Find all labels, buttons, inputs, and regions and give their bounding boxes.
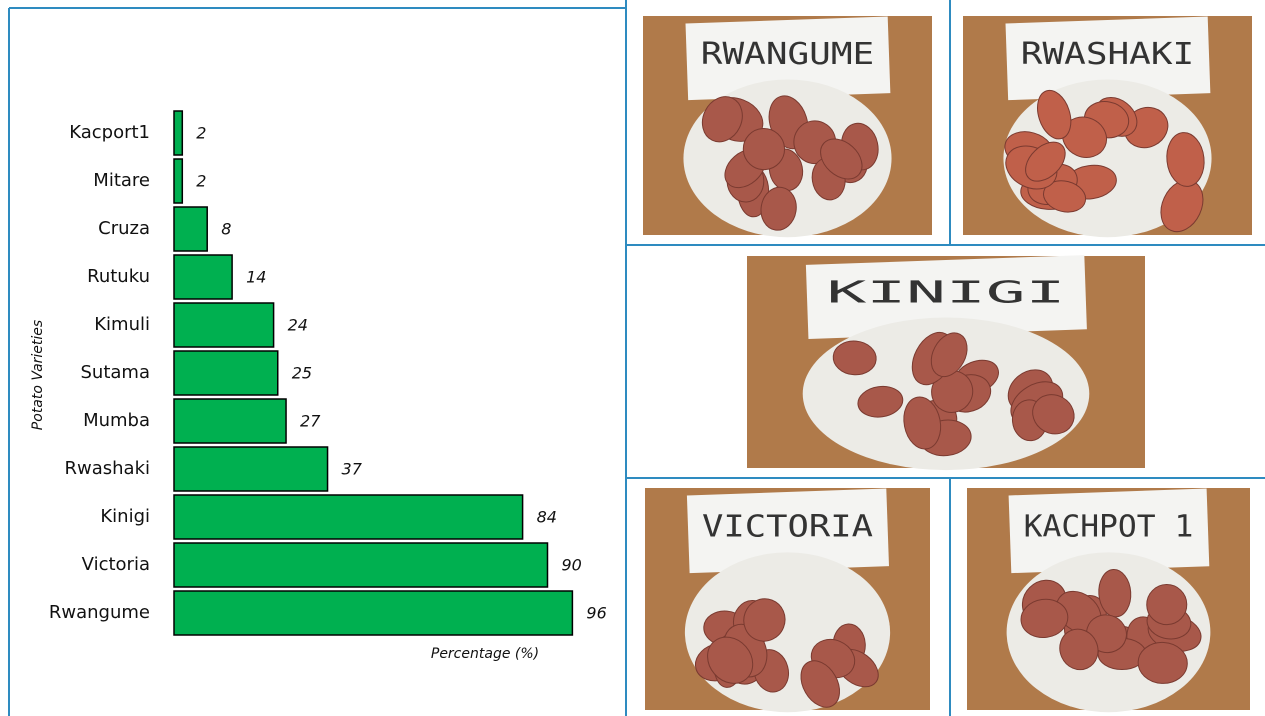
value-label: 2 — [196, 172, 206, 191]
potato — [760, 186, 797, 231]
value-label: 27 — [300, 412, 321, 431]
potato — [930, 332, 968, 378]
photo: VICTORIA — [645, 488, 930, 713]
bar — [173, 206, 208, 252]
potato — [1166, 132, 1205, 187]
photo: KACHPOT 1 — [967, 488, 1250, 713]
photo-label: KINIGI — [827, 276, 1066, 311]
potato — [1043, 180, 1087, 213]
category-label: Mumba — [83, 410, 150, 431]
label-card — [1008, 488, 1210, 574]
bar — [173, 158, 184, 204]
category-label: Rwangume — [49, 602, 150, 623]
value-label: 14 — [246, 268, 266, 287]
potato — [701, 96, 743, 143]
value-label: 2 — [196, 124, 206, 143]
category-label: Kimuli — [94, 314, 150, 335]
potato — [742, 127, 786, 171]
value-label: 90 — [562, 556, 582, 575]
label-card — [685, 16, 891, 101]
value-label: 25 — [292, 364, 312, 383]
label-card — [805, 255, 1087, 340]
bar — [173, 302, 275, 348]
potato — [743, 598, 786, 642]
bar — [173, 590, 574, 636]
potato — [1037, 89, 1072, 140]
category-label: Sutama — [81, 362, 151, 383]
potato — [1137, 641, 1188, 684]
potato — [1020, 598, 1069, 639]
potato — [1025, 141, 1066, 182]
potato — [857, 385, 904, 418]
label-card — [686, 488, 889, 574]
category-label: Rwashaki — [65, 458, 151, 479]
potato — [1059, 628, 1099, 671]
category-label: Kacport1 — [69, 122, 150, 143]
category-label: Victoria — [82, 554, 150, 575]
potato — [1098, 568, 1132, 618]
photo: KINIGI — [747, 255, 1145, 471]
y-axis-label: Potato Varieties — [30, 320, 46, 430]
bar — [173, 446, 329, 492]
photo: RWASHAKI — [963, 16, 1252, 238]
potato — [1032, 394, 1075, 435]
category-label: Rutuku — [87, 266, 150, 287]
category-label: Kinigi — [100, 506, 150, 527]
value-label: 84 — [537, 508, 557, 527]
value-label: 96 — [586, 604, 606, 623]
label-card — [1005, 16, 1211, 101]
potato — [820, 138, 863, 180]
bar — [173, 494, 524, 540]
category-label: Mitare — [93, 170, 150, 191]
potato — [903, 396, 942, 450]
value-label: 8 — [221, 220, 231, 239]
potato — [707, 636, 754, 684]
bar — [173, 398, 287, 444]
value-label: 24 — [288, 316, 308, 335]
bar — [173, 110, 184, 156]
potato — [832, 340, 877, 376]
value-label: 37 — [342, 460, 363, 479]
photo: RWANGUME — [643, 16, 932, 238]
photo-label: RWANGUME — [701, 37, 874, 72]
photo-label: KACHPOT 1 — [1024, 509, 1194, 544]
bar — [173, 254, 233, 300]
potato — [1146, 584, 1188, 626]
x-axis-label: Percentage (%) — [431, 646, 539, 662]
potato — [800, 660, 841, 708]
bar — [173, 350, 279, 396]
photo-label: RWASHAKI — [1021, 37, 1194, 72]
photo-label: VICTORIA — [702, 509, 873, 544]
frame — [8, 0, 1265, 716]
bar — [173, 542, 549, 588]
category-label: Cruza — [98, 218, 150, 239]
